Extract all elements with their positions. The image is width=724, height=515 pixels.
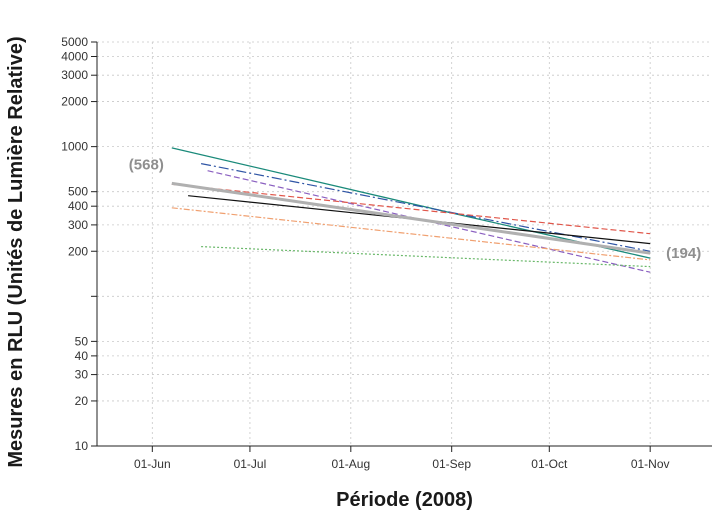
series-lines (171, 147, 651, 273)
x-tick-label: 01-Nov (631, 457, 670, 471)
y-tick-label: 50 (75, 334, 89, 348)
value-annotation: (194) (666, 245, 701, 262)
x-axis-title: Période (2008) (336, 489, 473, 511)
x-tick-label: 01-Jul (234, 457, 267, 471)
y-tick-label: 3000 (61, 68, 88, 82)
series-line-7 (201, 246, 651, 268)
x-tick-label: 01-Oct (531, 457, 568, 471)
y-tick-label: 40 (75, 349, 89, 363)
grid-lines (97, 41, 712, 446)
y-tick-label: 10 (75, 439, 89, 453)
y-tick-label: 500 (68, 185, 88, 199)
axes (96, 42, 712, 447)
x-tick-label: 01-Aug (331, 457, 370, 471)
x-axis-ticks: 01-Jun 01-Jul 01-Aug 01-Sep 01-Oct 01-Nov (134, 446, 670, 471)
series-line-4 (171, 183, 651, 235)
y-axis-title: Mesures en RLU (Unités de Lumière Relati… (5, 36, 27, 467)
x-tick-label: 01-Jun (134, 457, 171, 471)
y-tick-label: 4000 (61, 50, 88, 64)
y-tick-label: 400 (68, 199, 88, 213)
y-tick-label: 5000 (61, 35, 88, 49)
value-annotation: (568) (129, 156, 164, 173)
y-tick-label: 30 (75, 368, 89, 382)
y-tick-label: 300 (68, 218, 88, 232)
y-tick-label: 20 (75, 394, 89, 408)
y-tick-label: 1000 (61, 140, 88, 154)
y-tick-label: 200 (68, 244, 88, 258)
series-line-2 (200, 163, 651, 252)
x-tick-label: 01-Sep (432, 457, 471, 471)
y-tick-label: 2000 (61, 95, 88, 109)
series-line-8 (171, 181, 651, 255)
annotations: (568) (194) (129, 156, 701, 262)
series-line-6 (171, 207, 651, 261)
